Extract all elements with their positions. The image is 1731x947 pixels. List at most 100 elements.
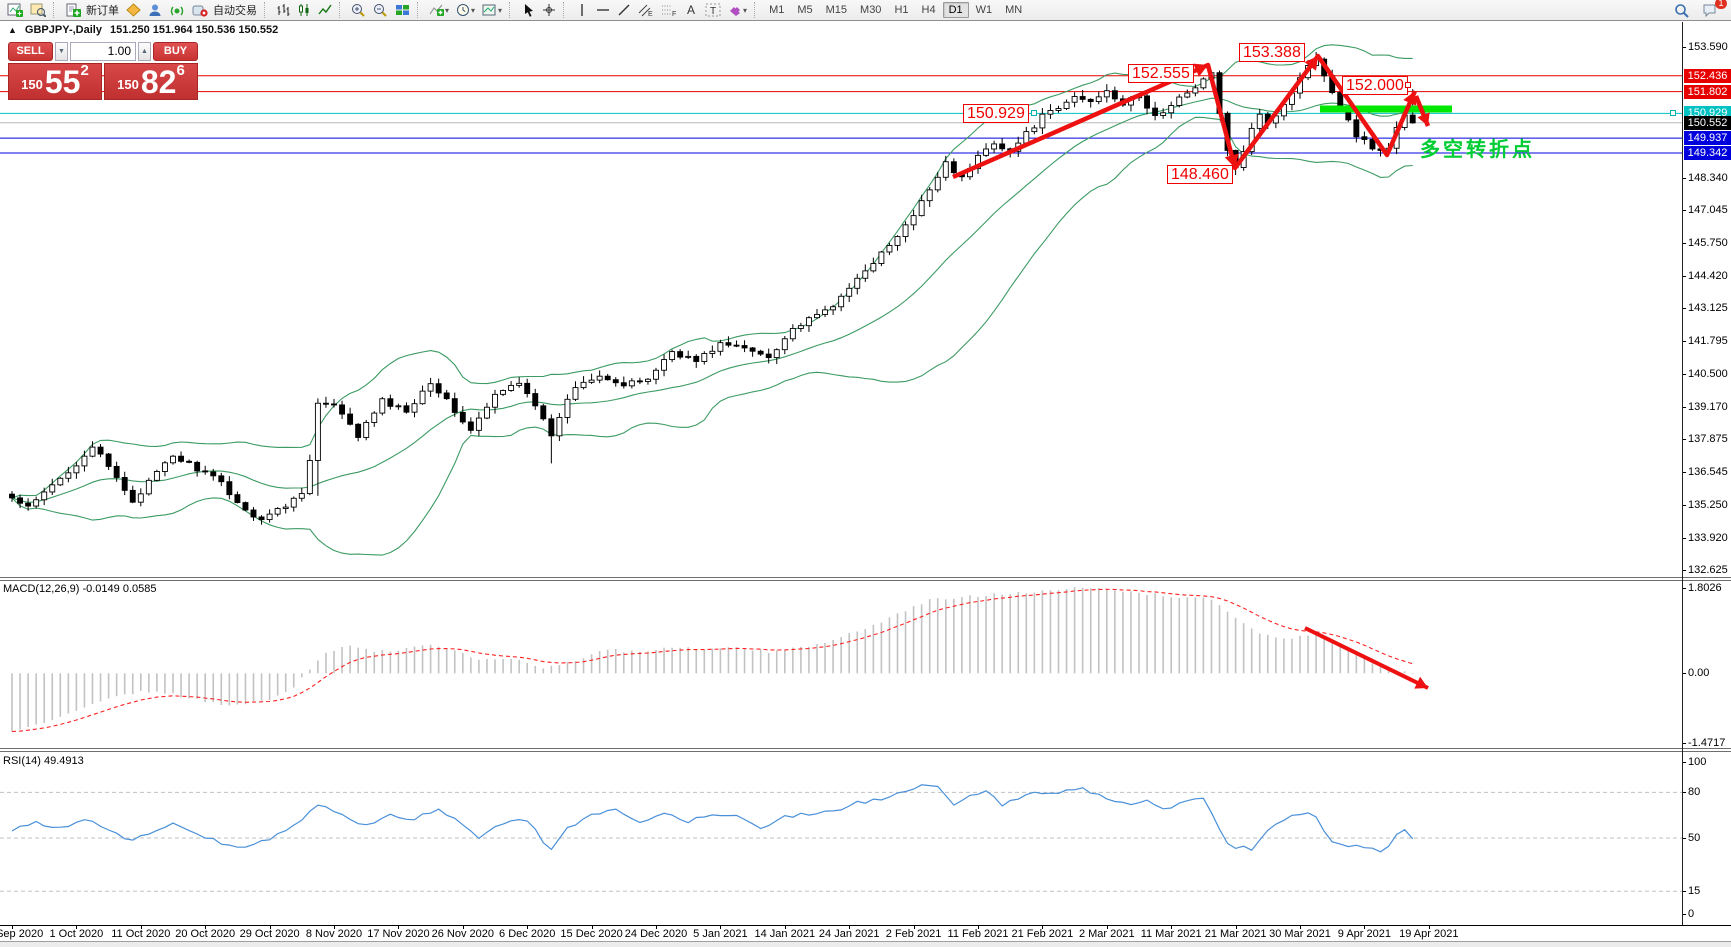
timeframe-button-H1[interactable]: H1 bbox=[894, 4, 909, 16]
time-axis-label: 2 Mar 2021 bbox=[1078, 928, 1135, 940]
timeframe-button-W1[interactable]: W1 bbox=[975, 4, 993, 16]
time-axis-label: 29 Oct 2020 bbox=[239, 928, 300, 940]
one-click-trading-panel: SELL ▼ 1.00 ▲ BUY 150 55 2 150 82 6 bbox=[8, 42, 198, 100]
price-axis-tickmark bbox=[1682, 210, 1686, 212]
timeframe-button-M1[interactable]: M1 bbox=[769, 4, 785, 16]
panel-separator[interactable] bbox=[0, 748, 1731, 749]
time-axis-tickmark bbox=[1171, 925, 1173, 929]
line-chart-type-button[interactable] bbox=[315, 1, 335, 20]
time-axis-label: 21 Mar 2021 bbox=[1204, 928, 1267, 940]
time-axis-label: 5 Jan 2021 bbox=[693, 928, 748, 940]
timeframe-button-MN[interactable]: MN bbox=[1005, 4, 1023, 16]
time-axis-label: 6 Dec 2020 bbox=[499, 928, 556, 940]
autotrading-label[interactable]: 自动交易 bbox=[213, 5, 257, 17]
rsi-axis-tickmark bbox=[1682, 891, 1686, 893]
turning-point-annotation[interactable]: 多空转折点 bbox=[1420, 139, 1535, 161]
buy-price-pip: 6 bbox=[176, 62, 185, 79]
rsi-panel bbox=[0, 784, 1682, 892]
timeframe-button-M15[interactable]: M15 bbox=[825, 4, 848, 16]
price-annotation-148460[interactable]: 148.460 bbox=[1167, 165, 1233, 184]
notifications-icon[interactable]: 1 bbox=[1699, 0, 1727, 20]
sell-price-main: 55 bbox=[44, 64, 81, 100]
zoom-in-button[interactable] bbox=[348, 1, 369, 20]
vertical-line-tool[interactable] bbox=[572, 1, 592, 20]
buy-price-box[interactable]: 150 82 6 bbox=[104, 62, 198, 100]
fibonacci-tool[interactable]: F bbox=[658, 1, 680, 20]
text-tool[interactable]: A bbox=[687, 3, 696, 17]
price-axis-tickmark bbox=[1682, 341, 1686, 343]
sell-price-box[interactable]: 150 55 2 bbox=[8, 62, 102, 100]
price-level-label: 149.342 bbox=[1684, 145, 1731, 160]
macd-axis-tickmark bbox=[1682, 588, 1686, 589]
collapse-triangle-icon[interactable]: ▲ bbox=[8, 25, 17, 35]
time-axis-label: 26 Nov 2020 bbox=[431, 928, 494, 940]
panel-separator[interactable] bbox=[0, 580, 1731, 581]
timeframe-strip: M1 M5 M15 M30 H1 H4 D1 W1 MN bbox=[763, 2, 1028, 18]
candlestick-type-button[interactable] bbox=[294, 1, 314, 20]
time-axis-label: 11 Feb 2021 bbox=[947, 928, 1009, 940]
text-label-tool[interactable]: T bbox=[702, 1, 724, 20]
price-annotation-150929[interactable]: 150.929 bbox=[963, 104, 1029, 123]
price-axis-tick: 133.920 bbox=[1688, 531, 1728, 544]
price-axis-tickmark bbox=[1682, 47, 1686, 48]
crosshair-tool-button[interactable] bbox=[539, 1, 559, 20]
timeframe-button-M30[interactable]: M30 bbox=[860, 4, 882, 16]
timeframe-button-H4[interactable]: H4 bbox=[921, 4, 936, 16]
time-axis-label: 30 Mar 2021 bbox=[1269, 928, 1331, 940]
community-icon[interactable] bbox=[145, 1, 166, 20]
new-order-button[interactable] bbox=[62, 1, 84, 20]
symbol-period-label: GBPJPY-,Daily bbox=[24, 24, 102, 36]
templates-button[interactable]: ▾ bbox=[479, 1, 505, 20]
trendline-tool[interactable] bbox=[614, 1, 634, 20]
chart-canvas[interactable] bbox=[0, 22, 1731, 925]
equidistant-channel-tool[interactable]: E bbox=[635, 1, 657, 20]
svg-text:E: E bbox=[648, 11, 653, 17]
search-icon[interactable] bbox=[1671, 1, 1693, 20]
price-axis-line bbox=[1682, 22, 1683, 925]
label-handle[interactable] bbox=[1405, 82, 1411, 88]
volume-decrease-button[interactable]: ▼ bbox=[55, 42, 68, 61]
indicators-button[interactable]: ▾ bbox=[426, 1, 452, 20]
buy-button[interactable]: BUY bbox=[153, 42, 198, 61]
rsi-indicator-label: RSI(14) 49.4913 bbox=[3, 755, 84, 767]
periods-button[interactable]: ▾ bbox=[453, 1, 478, 20]
new-order-label[interactable]: 新订单 bbox=[86, 5, 119, 17]
time-axis-label: 19 Apr 2021 bbox=[1399, 928, 1459, 940]
profiles-button[interactable] bbox=[27, 1, 49, 20]
time-axis-tickmark bbox=[462, 925, 464, 929]
macd-axis-tickmark bbox=[1682, 743, 1686, 744]
arrows-tool[interactable]: ▾ bbox=[725, 1, 750, 20]
timeframe-button-D1[interactable]: D1 bbox=[942, 2, 969, 18]
timeframe-button-M5[interactable]: M5 bbox=[797, 4, 813, 16]
time-axis-label: 22 Sep 2020 bbox=[0, 928, 44, 940]
horizontal-line-tool[interactable] bbox=[593, 1, 613, 20]
time-axis-tickmark bbox=[720, 925, 722, 929]
panel-separator[interactable] bbox=[0, 577, 1731, 578]
panel-separator[interactable] bbox=[0, 751, 1731, 752]
price-annotation-152555[interactable]: 152.555 bbox=[1128, 64, 1194, 83]
main-toolbar: 新订单 自动交易 bbox=[0, 0, 1731, 21]
price-axis-tick: 153.590 bbox=[1688, 41, 1728, 53]
autotrading-button[interactable] bbox=[189, 1, 211, 20]
price-annotation-153388[interactable]: 153.388 bbox=[1239, 43, 1305, 62]
volume-increase-button[interactable]: ▲ bbox=[138, 42, 151, 61]
cursor-tool-button[interactable] bbox=[518, 1, 538, 20]
bar-chart-type-button[interactable] bbox=[273, 1, 293, 20]
toolbar-separator bbox=[53, 2, 58, 18]
signals-icon[interactable] bbox=[167, 1, 188, 20]
new-chart-button[interactable] bbox=[4, 1, 26, 20]
price-axis-tickmark bbox=[1682, 439, 1686, 441]
tile-windows-button[interactable] bbox=[392, 1, 413, 20]
price-axis-tickmark bbox=[1682, 504, 1686, 506]
buy-price-prefix: 150 bbox=[117, 77, 139, 92]
hline-handle[interactable] bbox=[1031, 110, 1037, 116]
zoom-out-button[interactable] bbox=[370, 1, 391, 20]
volume-input[interactable]: 1.00 bbox=[70, 42, 136, 61]
hline-handle[interactable] bbox=[1670, 110, 1676, 116]
metaeditor-icon[interactable] bbox=[123, 1, 144, 20]
time-axis-tickmark bbox=[1235, 925, 1237, 929]
sell-button[interactable]: SELL bbox=[8, 42, 53, 61]
time-axis-tickmark bbox=[398, 925, 400, 929]
price-annotation-152000[interactable]: 152.000 bbox=[1342, 76, 1408, 95]
price-axis-tick: 141.795 bbox=[1688, 335, 1728, 348]
